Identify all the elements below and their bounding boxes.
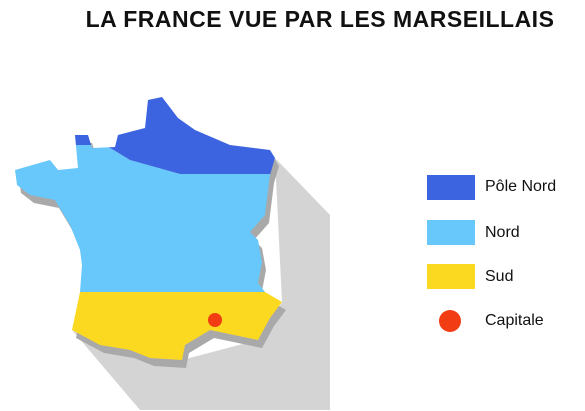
legend: Pôle Nord Nord Sud Capitale <box>427 175 556 332</box>
legend-label: Sud <box>485 268 513 285</box>
legend-swatch <box>427 175 475 200</box>
legend-label: Pôle Nord <box>485 178 556 195</box>
legend-label: Nord <box>485 224 520 241</box>
legend-swatch <box>427 264 475 289</box>
map <box>15 97 330 410</box>
capital-marker <box>208 313 222 327</box>
shadow <box>72 158 330 410</box>
title: LA FRANCE VUE PAR LES MARSEILLAIS <box>86 6 555 32</box>
legend-swatch <box>439 310 461 332</box>
legend-swatch <box>427 220 475 245</box>
legend-label: Capitale <box>485 312 544 329</box>
